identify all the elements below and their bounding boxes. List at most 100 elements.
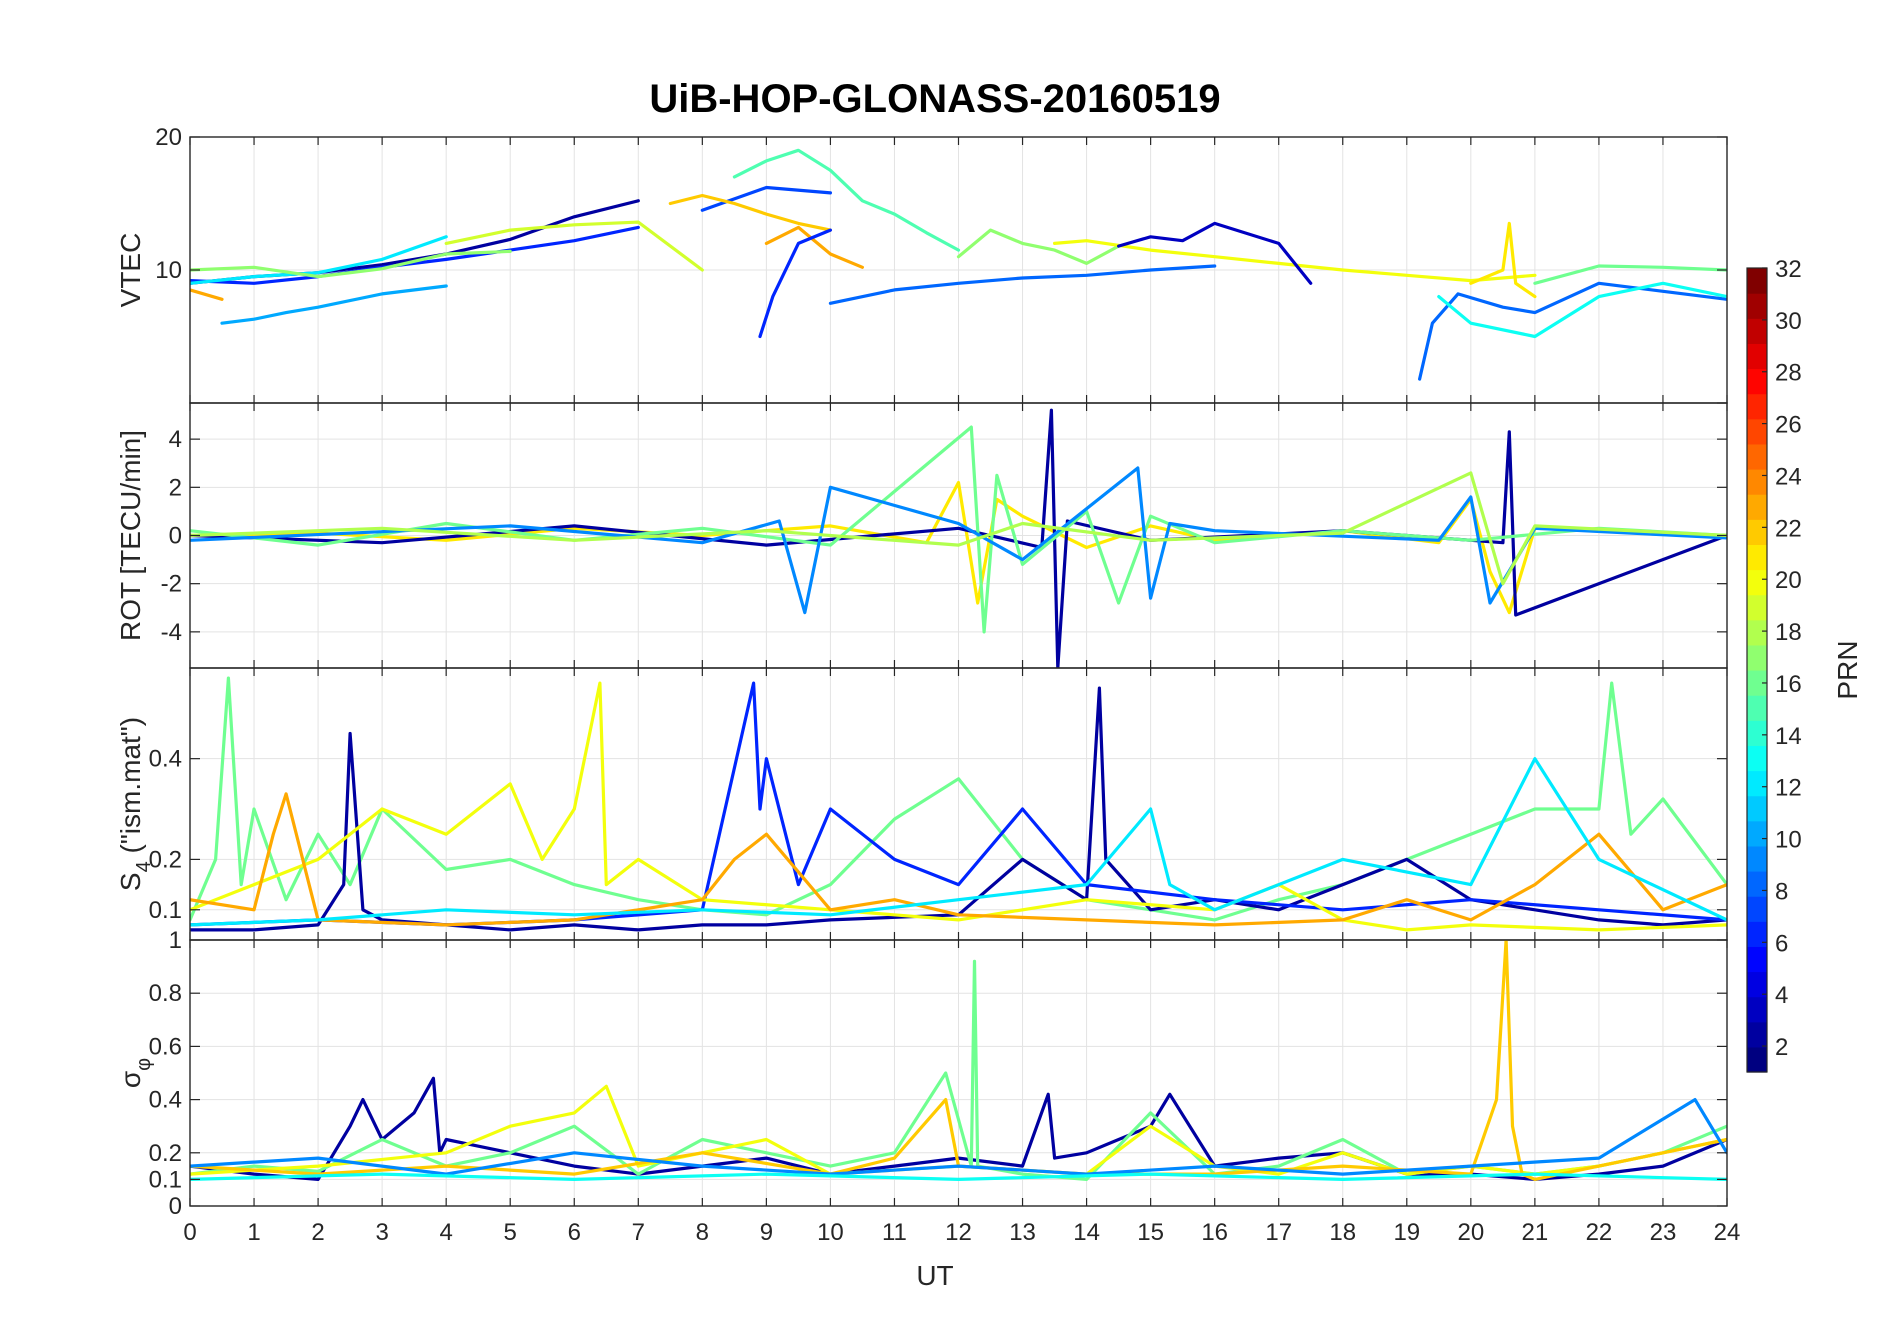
colorbar-swatch-6 [1747, 896, 1767, 922]
s4-ytick-label-2: 0.4 [149, 746, 182, 773]
xtick-label-9: 9 [760, 1219, 773, 1246]
colorbar-swatch-19 [1747, 569, 1767, 596]
vtec-series-prn17-3 [190, 249, 512, 279]
xtick-label-11: 11 [882, 1219, 907, 1246]
xtick-label-10: 10 [817, 1219, 844, 1246]
xtick-label-16: 16 [1201, 1219, 1228, 1246]
s4-series-prn12-5 [190, 757, 1727, 927]
sigma-series-prn13-5 [190, 1172, 1727, 1181]
vtec-ytick-label-1: 10 [155, 257, 182, 284]
xtick-label-21: 21 [1522, 1219, 1549, 1246]
colorbar-swatch-15 [1747, 670, 1767, 696]
chart-title: UiB-HOP-GLONASS-20160519 [649, 77, 1220, 121]
sigma-series-group [190, 940, 1727, 1181]
vtec-series-prn13-17 [1437, 281, 1727, 339]
rot-ytick-label-4: 4 [169, 426, 182, 453]
panel-rot: -4 -2 0 2 4 ROT [TECU/min] [115, 402, 1728, 669]
sigma-ytick-label-3: 0.4 [149, 1087, 182, 1114]
colorbar-swatch-18 [1747, 594, 1767, 621]
colorbar-swatch-24 [1747, 443, 1767, 470]
colorbar-tick-label-14: 30 [1775, 308, 1802, 335]
xtick-label-2: 2 [311, 1219, 324, 1246]
xtick-label-15: 15 [1137, 1219, 1164, 1246]
colorbar-swatch-31 [1747, 268, 1767, 294]
rot-ytick-label-2: 0 [169, 523, 182, 550]
xtick-label-3: 3 [375, 1219, 388, 1246]
xtick-label-23: 23 [1650, 1219, 1677, 1246]
rot-series-prn18-4 [190, 471, 1727, 586]
colorbar-swatch-7 [1747, 871, 1767, 897]
colorbar-swatch-13 [1747, 720, 1767, 746]
colorbar-tick-label-5: 12 [1775, 775, 1802, 802]
panel-s4: 0.1 0.2 0.4S4 ("ism.mat") [115, 667, 1728, 941]
sigma-ytick-label-6: 1 [169, 927, 182, 954]
colorbar-swatch-17 [1747, 619, 1767, 646]
vtec-ylabel: VTEC [115, 233, 146, 308]
vtec-series-prn8-12 [828, 264, 1217, 305]
xtick-label-7: 7 [632, 1219, 645, 1246]
xtick-label-14: 14 [1073, 1219, 1100, 1246]
colorbar-swatch-20 [1747, 544, 1767, 571]
colorbar-tick-label-10: 22 [1775, 515, 1802, 542]
vtec-series-prn12-2 [190, 235, 448, 285]
vtec-series-prn22-9 [668, 193, 832, 232]
sigma-series-prn9-4 [190, 1098, 1727, 1176]
vtec-series-prn10-6 [220, 284, 448, 325]
colorbar-swatch-14 [1747, 695, 1767, 721]
xtick-label-13: 13 [1009, 1219, 1036, 1246]
colorbar-swatch-27 [1747, 368, 1767, 395]
s4-ytick-label-1: 0.2 [149, 846, 182, 873]
vtec-series-prn20-14 [1053, 239, 1537, 283]
colorbar-swatch-16 [1747, 644, 1767, 671]
rot-series-prn2-1 [190, 408, 1727, 668]
xtick-label-8: 8 [696, 1219, 709, 1246]
sigma-ytick-label-4: 0.6 [149, 1033, 182, 1060]
rot-ytick-label-1: -2 [161, 571, 182, 598]
colorbar-frame [1746, 267, 1768, 1073]
xtick-label-20: 20 [1457, 1219, 1484, 1246]
colorbar-tick-label-7: 16 [1775, 671, 1802, 698]
xtick-label-6: 6 [568, 1219, 581, 1246]
colorbar-swatch-11 [1747, 770, 1767, 797]
rot-ytick-label-0: -4 [161, 619, 182, 646]
sigma-ytick-label-2: 0.2 [149, 1140, 182, 1167]
panel-vtec: 10 20 VTEC [115, 124, 1728, 404]
vtec-series-prn19-4 [444, 220, 704, 272]
colorbar-swatch-3 [1747, 971, 1767, 998]
vtec-series-prn3-15 [1117, 221, 1313, 285]
colorbar-tick-label-6: 14 [1775, 723, 1802, 750]
colorbar-swatch-2 [1747, 996, 1767, 1023]
colorbar-tick-label-13: 28 [1775, 360, 1802, 387]
colorbar-tick-label-11: 24 [1775, 463, 1802, 490]
vtec-series-prn8-16 [1418, 281, 1727, 381]
xtick-label-0: 0 [183, 1219, 196, 1246]
colorbar-swatch-5 [1747, 921, 1767, 947]
vtec-series-prn23-5 [190, 288, 224, 301]
sigma-ytick-label-1: 0.1 [149, 1166, 182, 1193]
panel-sigma: 00.10.2 0.4 0.6 0.8 1 σφ [115, 927, 1728, 1220]
colorbar-swatch-30 [1747, 293, 1767, 319]
vtec-series-prn6-11 [758, 228, 832, 339]
colorbar-tick-label-15: 32 [1775, 256, 1802, 283]
colorbar-tick-label-2: 6 [1775, 930, 1788, 957]
xtick-label-17: 17 [1265, 1219, 1292, 1246]
colorbar-tick-label-1: 4 [1775, 982, 1788, 1009]
xtick-label-18: 18 [1329, 1219, 1356, 1246]
vtec-ytick-label-2: 20 [155, 124, 182, 151]
rot-ytick-label-3: 2 [169, 474, 182, 501]
colorbar-tick-label-9: 20 [1775, 567, 1802, 594]
colorbar-swatch-1 [1747, 1021, 1767, 1048]
xtick-label-19: 19 [1393, 1219, 1420, 1246]
x-axis-label: UT [916, 1260, 953, 1291]
colorbar-tick-label-8: 18 [1775, 619, 1802, 646]
vtec-series-group [190, 148, 1727, 381]
rot-ylabel: ROT [TECU/min] [115, 430, 146, 641]
colorbar-tick-label-3: 8 [1775, 878, 1788, 905]
vtec-series-prn17-13 [956, 228, 1121, 265]
xtick-label-4: 4 [439, 1219, 452, 1246]
xtick-label-22: 22 [1586, 1219, 1613, 1246]
colorbar-swatch-29 [1747, 318, 1767, 344]
colorbar-swatch-0 [1747, 1046, 1767, 1073]
